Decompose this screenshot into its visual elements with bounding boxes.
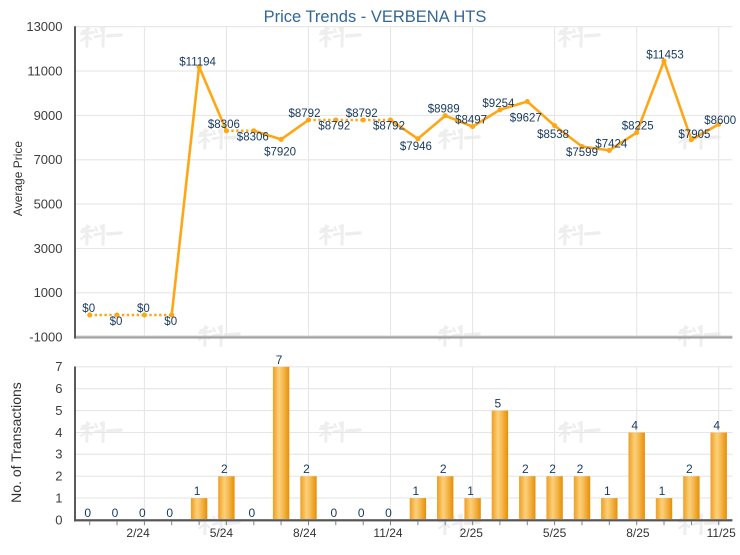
svg-text:0: 0 bbox=[358, 506, 365, 520]
svg-text:No. of Transactions: No. of Transactions bbox=[8, 382, 24, 503]
svg-text:2: 2 bbox=[577, 462, 584, 476]
svg-text:2: 2 bbox=[221, 462, 228, 476]
svg-text:$0: $0 bbox=[137, 303, 150, 315]
svg-text:$0: $0 bbox=[110, 316, 123, 328]
svg-text:9000: 9000 bbox=[34, 108, 63, 123]
svg-text:Average Price: Average Price bbox=[11, 141, 25, 216]
svg-text:1: 1 bbox=[604, 484, 611, 498]
svg-text:0: 0 bbox=[166, 506, 173, 520]
svg-text:$8306: $8306 bbox=[208, 119, 240, 131]
svg-text:2/24: 2/24 bbox=[126, 526, 150, 540]
svg-text:$8306: $8306 bbox=[237, 131, 269, 143]
svg-text:$8792: $8792 bbox=[289, 108, 321, 120]
svg-text:1: 1 bbox=[413, 484, 420, 498]
svg-text:$7424: $7424 bbox=[595, 138, 628, 150]
svg-text:0: 0 bbox=[112, 506, 119, 520]
svg-text:0: 0 bbox=[330, 506, 337, 520]
svg-text:0: 0 bbox=[385, 506, 392, 520]
svg-text:$8792: $8792 bbox=[318, 121, 350, 133]
svg-text:$7905: $7905 bbox=[678, 129, 710, 141]
svg-text:11/25: 11/25 bbox=[707, 526, 736, 540]
svg-text:$9627: $9627 bbox=[510, 113, 542, 125]
svg-text:0: 0 bbox=[248, 506, 255, 520]
svg-text:1000: 1000 bbox=[34, 285, 63, 300]
svg-text:5: 5 bbox=[495, 397, 502, 411]
svg-text:8/24: 8/24 bbox=[293, 526, 317, 540]
svg-text:3: 3 bbox=[55, 447, 62, 462]
svg-text:$0: $0 bbox=[164, 316, 177, 328]
svg-text:5: 5 bbox=[55, 403, 62, 418]
svg-text:$11453: $11453 bbox=[646, 50, 684, 62]
svg-text:6: 6 bbox=[55, 381, 62, 396]
svg-text:2/25: 2/25 bbox=[460, 526, 484, 540]
svg-text:2: 2 bbox=[440, 462, 447, 476]
svg-text:7: 7 bbox=[276, 353, 283, 367]
svg-text:4: 4 bbox=[55, 425, 62, 440]
svg-text:2: 2 bbox=[303, 462, 310, 476]
svg-text:$8600: $8600 bbox=[704, 115, 736, 127]
svg-text:5/25: 5/25 bbox=[543, 526, 567, 540]
svg-text:$8225: $8225 bbox=[622, 121, 654, 133]
svg-text:7: 7 bbox=[55, 359, 62, 374]
svg-text:$9254: $9254 bbox=[482, 98, 515, 110]
svg-text:$7946: $7946 bbox=[400, 141, 432, 153]
svg-text:1: 1 bbox=[55, 491, 62, 506]
svg-text:2: 2 bbox=[522, 462, 529, 476]
svg-text:13000: 13000 bbox=[26, 19, 62, 34]
svg-text:2: 2 bbox=[55, 469, 62, 484]
svg-text:0: 0 bbox=[55, 512, 62, 527]
svg-text:7000: 7000 bbox=[34, 152, 63, 167]
svg-text:8/25: 8/25 bbox=[626, 526, 650, 540]
svg-text:-1000: -1000 bbox=[29, 330, 62, 345]
svg-text:0: 0 bbox=[139, 506, 146, 520]
svg-text:4: 4 bbox=[713, 419, 720, 433]
svg-text:3000: 3000 bbox=[34, 241, 63, 256]
svg-text:11/24: 11/24 bbox=[373, 526, 402, 540]
svg-text:2: 2 bbox=[686, 462, 693, 476]
svg-text:4: 4 bbox=[631, 419, 638, 433]
svg-text:$8792: $8792 bbox=[346, 108, 378, 120]
svg-text:Price Trends - VERBENA HTS: Price Trends - VERBENA HTS bbox=[264, 8, 487, 26]
svg-text:$7920: $7920 bbox=[264, 146, 296, 158]
svg-text:$8792: $8792 bbox=[373, 121, 405, 133]
svg-text:1: 1 bbox=[659, 484, 666, 498]
svg-text:1: 1 bbox=[467, 484, 474, 498]
svg-text:$0: $0 bbox=[82, 303, 95, 315]
svg-text:$11194: $11194 bbox=[179, 56, 216, 68]
svg-text:5000: 5000 bbox=[34, 197, 63, 212]
svg-text:11000: 11000 bbox=[27, 64, 62, 79]
svg-text:0: 0 bbox=[84, 506, 91, 520]
svg-text:2: 2 bbox=[549, 462, 556, 476]
svg-text:$7599: $7599 bbox=[566, 147, 598, 159]
svg-text:$8989: $8989 bbox=[428, 104, 460, 116]
svg-text:1: 1 bbox=[194, 484, 201, 498]
svg-text:$8497: $8497 bbox=[455, 115, 487, 127]
svg-text:5/24: 5/24 bbox=[210, 526, 234, 540]
svg-text:$8538: $8538 bbox=[537, 129, 569, 141]
